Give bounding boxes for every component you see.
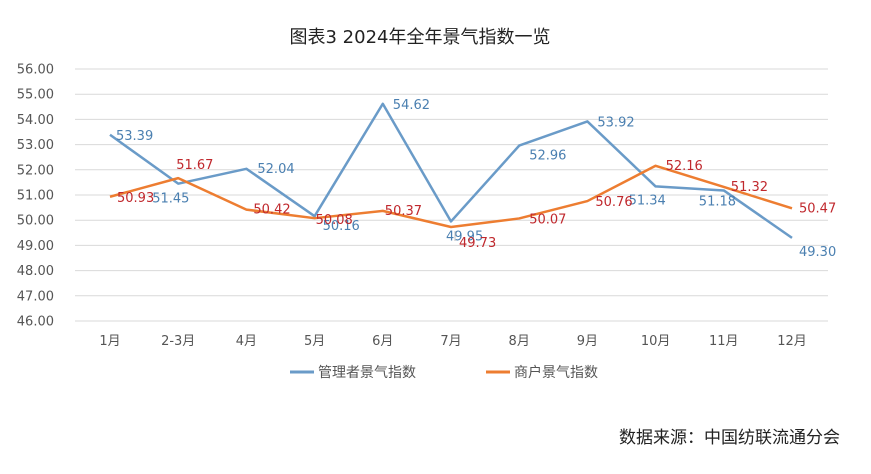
data-labels: 53.3951.4552.0450.1654.6249.9552.9653.92… (116, 98, 836, 260)
data-label-s2: 51.32 (731, 180, 768, 195)
y-axis-ticks: 46.00 47.00 48.00 49.00 50.00 51.00 52.00 53.00… (17, 63, 54, 330)
data-source: 数据来源：中国纺联流通分会 (619, 428, 840, 448)
y-tick-label: 50.00 (17, 214, 54, 229)
y-tick-label: 56.00 (17, 63, 54, 78)
y-tick-label: 54.00 (17, 113, 54, 128)
x-tick-label: 11月 (709, 334, 739, 349)
legend-label: 管理者景气指数 (318, 365, 416, 381)
data-label-s2: 50.08 (316, 213, 353, 228)
x-tick-label: 12月 (777, 334, 807, 349)
data-label-s1: 52.96 (529, 149, 566, 164)
data-label-s1: 50.16 (323, 219, 360, 234)
series (109, 102, 793, 239)
legend-label: 商户景气指数 (514, 364, 598, 381)
x-tick-label: 4月 (236, 334, 257, 349)
x-axis-ticks: 1月 2-3月 4月 5月 6月 7月 8月 9月 10月 11月 12月 (99, 334, 806, 349)
x-tick-label: 6月 (372, 334, 393, 349)
data-label-s1: 54.62 (393, 98, 430, 113)
data-label-s2: 50.47 (799, 201, 836, 216)
y-tick-label: 48.00 (17, 264, 54, 279)
data-label-s2: 50.07 (529, 212, 566, 227)
data-label-s1: 51.34 (629, 193, 666, 208)
data-label-s2: 50.93 (117, 191, 154, 206)
data-label-s2: 51.67 (176, 158, 213, 173)
y-tick-label: 51.00 (17, 189, 54, 204)
y-tick-label: 49.00 (17, 239, 54, 254)
data-label-s1: 53.39 (116, 129, 153, 144)
data-label-s1: 49.30 (799, 245, 836, 260)
data-label-s1: 51.18 (699, 194, 736, 209)
y-tick-label: 47.00 (17, 289, 54, 304)
data-label-s2: 50.76 (595, 195, 632, 210)
x-tick-label: 1月 (99, 334, 120, 349)
x-tick-label: 8月 (509, 334, 530, 349)
data-label-s2: 50.37 (385, 204, 422, 219)
data-label-s2: 50.42 (253, 203, 290, 218)
data-label-s2: 52.16 (666, 159, 703, 174)
x-tick-label: 2-3月 (161, 334, 195, 349)
chart-title: 图表3 2024年全年景气指数一览 (290, 27, 551, 48)
data-label-s2: 49.73 (459, 236, 496, 251)
data-label-s1: 52.04 (257, 162, 294, 177)
x-tick-label: 10月 (641, 334, 671, 349)
x-tick-label: 9月 (577, 334, 598, 349)
x-tick-label: 5月 (304, 334, 325, 349)
data-label-s1: 53.92 (597, 115, 634, 130)
x-tick-label: 7月 (440, 334, 461, 349)
legend: 管理者景气指数 商户景气指数 (290, 364, 598, 381)
y-tick-label: 52.00 (17, 163, 54, 178)
data-label-s1: 51.45 (152, 192, 189, 207)
y-tick-label: 53.00 (17, 138, 54, 153)
y-tick-label: 46.00 (17, 315, 54, 330)
series-line-1 (109, 102, 793, 239)
y-tick-label: 55.00 (17, 88, 54, 103)
series-line-2 (109, 164, 793, 229)
